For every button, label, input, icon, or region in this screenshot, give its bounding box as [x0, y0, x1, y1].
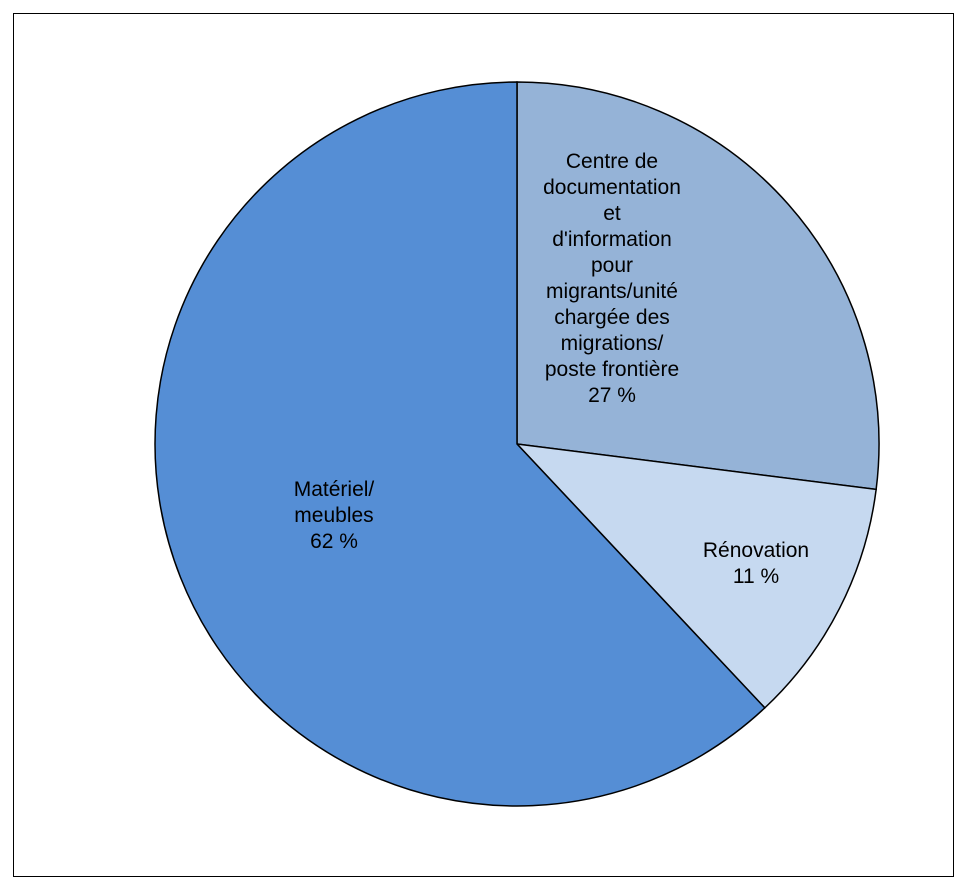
pie-label-line: chargée des [554, 306, 670, 329]
pie-label-line: Centre de [566, 150, 658, 173]
pie-percent-label-2: 62 % [310, 530, 358, 553]
pie-percent-label-0: 27 % [588, 384, 636, 407]
pie-percent-label-1: 11 % [733, 565, 779, 588]
pie-label-line: et [603, 202, 621, 225]
pie-slice-1 [515, 442, 877, 709]
pie-label-line: meubles [294, 504, 373, 527]
pie-label-0: Centre de documentation et d'information pou… [543, 150, 681, 407]
pie-label-line: Matériel/ [294, 478, 375, 501]
pie-label-line: migrants/unité [546, 280, 678, 303]
pie-slices [154, 81, 880, 807]
pie-label-2: Matériel/meubles 62 % [294, 478, 375, 553]
pie-labels: Centre de documentation et d'information pou… [294, 150, 809, 588]
pie-label-1: Rénovation 11 % [703, 539, 809, 588]
pie-label-line: documentation [543, 176, 681, 199]
pie-label-line: Rénovation [703, 539, 809, 562]
pie-slice-2 [154, 81, 766, 807]
pie-label-line: pour [591, 254, 633, 277]
pie-slice-0 [516, 81, 880, 491]
pie-label-line: migrations/ [561, 332, 664, 355]
pie-label-line: poste frontière [545, 358, 679, 381]
pie-label-line: d'information [552, 228, 672, 251]
